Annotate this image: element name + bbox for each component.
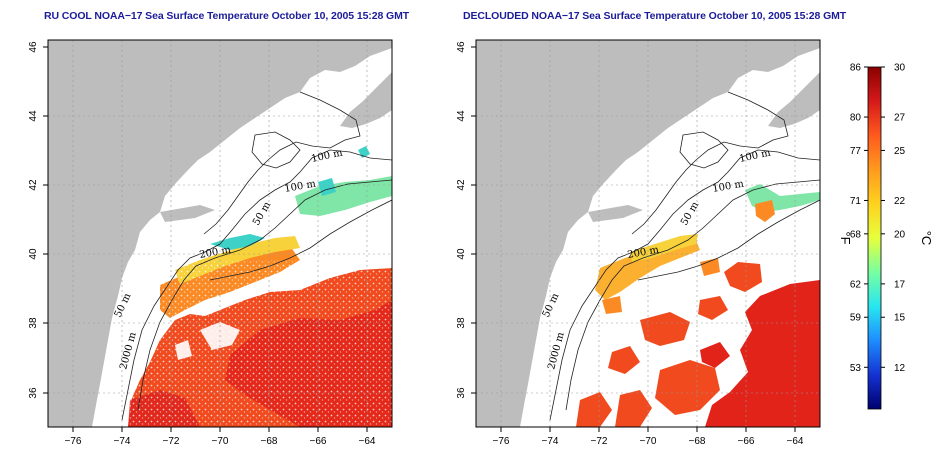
left-map: 100 m 100 m 50 m 200 m 50 m 2000 m xyxy=(28,39,393,447)
right-y-tick-label: 42 xyxy=(456,179,467,191)
left-y-tick-label: 40 xyxy=(28,248,39,260)
right-sst-front-band xyxy=(595,238,700,300)
left-x-tick-label: −72 xyxy=(163,436,180,447)
right-bathymetry-contours xyxy=(549,91,820,421)
right-y-tick-label: 40 xyxy=(456,248,467,260)
left-sst-cool-patches xyxy=(210,146,370,250)
left-land-nova-scotia xyxy=(340,40,392,128)
left-cloud-speckle xyxy=(128,260,392,427)
left-panel-title: RU COOL NOAA−17 Sea Surface Temperature … xyxy=(44,10,410,22)
left-x-tick-label: −74 xyxy=(114,436,131,447)
right-x-tick-label: −74 xyxy=(542,436,559,447)
colorbar-fahrenheit-tick-label: 80 xyxy=(850,113,862,124)
left-y-tick-label: 46 xyxy=(28,41,39,53)
left-land-long-island xyxy=(160,205,215,222)
left-axis-ticks xyxy=(43,46,368,432)
right-y-tick-label: 44 xyxy=(456,110,467,122)
left-x-tick-label: −70 xyxy=(212,436,229,447)
colorbar-celsius-tick-label: 15 xyxy=(894,313,906,324)
left-x-tick-label: −76 xyxy=(65,436,82,447)
right-axis-ticks xyxy=(471,46,796,432)
right-sst-orange-patch xyxy=(755,200,775,222)
colorbar-fahrenheit-tick-label: 68 xyxy=(850,229,862,240)
colorbar-fahrenheit-tick-label: 59 xyxy=(850,313,862,324)
right-sst-yellow-front xyxy=(630,234,698,262)
right-grid xyxy=(476,40,820,427)
right-x-tick-label: −70 xyxy=(640,436,657,447)
left-land xyxy=(48,40,392,427)
colorbar-fahrenheit-tick-label: 62 xyxy=(850,279,862,290)
right-land xyxy=(476,40,820,427)
left-y-tick-label: 38 xyxy=(28,317,39,329)
right-map: 100 m 100 m 50 m 200 m 50 m 2000 m xyxy=(456,39,821,447)
left-y-tick-label: 42 xyxy=(28,179,39,191)
left-y-tick-label: 44 xyxy=(28,110,39,122)
right-x-tick-label: −64 xyxy=(787,436,804,447)
colorbar-fahrenheit-tick-label: 53 xyxy=(850,363,862,374)
colorbar-celsius-tick-label: 30 xyxy=(894,63,906,74)
right-y-tick-label: 46 xyxy=(456,41,467,53)
left-x-tick-label: −64 xyxy=(359,436,376,447)
colorbar-fahrenheit-label: °F xyxy=(838,231,853,244)
right-x-tick-label: −66 xyxy=(738,436,755,447)
colorbar-celsius-label: °C xyxy=(919,231,934,246)
colorbar-ticks: 86 30 80 27 77 25 71 22 68 20 62 17 59 15 53 12 xyxy=(850,63,906,374)
right-x-tick-label: −72 xyxy=(591,436,608,447)
left-grid xyxy=(48,40,392,427)
right-panel-title: DECLOUDED NOAA−17 Sea Surface Temperatur… xyxy=(463,10,847,22)
right-land-nova-scotia xyxy=(768,40,820,128)
colorbar-celsius-tick-label: 22 xyxy=(894,196,906,207)
right-y-tick-label: 38 xyxy=(456,317,467,329)
left-sst-cool-shelf xyxy=(295,176,392,216)
colorbar-fahrenheit-tick-label: 86 xyxy=(850,63,862,74)
left-bathymetry-contours xyxy=(121,91,392,421)
colorbar-celsius-tick-label: 27 xyxy=(894,113,906,124)
right-x-tick-label: −76 xyxy=(493,436,510,447)
right-sst-warm-patches xyxy=(576,262,762,427)
right-sst-hot-patches xyxy=(700,280,820,427)
colorbar-fahrenheit-tick-label: 71 xyxy=(850,196,862,207)
colorbar: 86 30 80 27 77 25 71 22 68 20 62 17 59 15 53 12 °F °C xyxy=(838,63,934,410)
colorbar-bar xyxy=(867,66,882,410)
colorbar-celsius-tick-label: 25 xyxy=(894,146,906,157)
colorbar-fahrenheit-tick-label: 77 xyxy=(850,146,862,157)
colorbar-celsius-tick-label: 12 xyxy=(894,363,906,374)
left-cloud-gaps xyxy=(175,250,360,360)
colorbar-celsius-tick-label: 17 xyxy=(894,279,906,290)
right-x-tick-label: −68 xyxy=(689,436,706,447)
right-land-long-island xyxy=(588,205,643,222)
right-y-tick-label: 36 xyxy=(456,387,467,399)
left-x-tick-label: −68 xyxy=(261,436,278,447)
left-y-tick-label: 36 xyxy=(28,387,39,399)
colorbar-celsius-tick-label: 20 xyxy=(894,229,906,240)
left-x-tick-label: −66 xyxy=(310,436,327,447)
right-sst-orange-small xyxy=(602,258,720,314)
